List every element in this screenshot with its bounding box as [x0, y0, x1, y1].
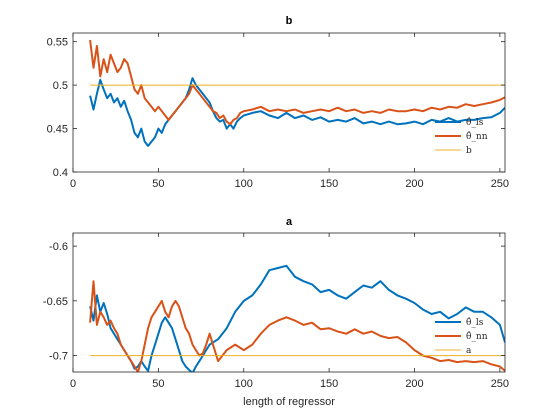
- x-tick-label: 50: [152, 378, 164, 390]
- legend: θ̂_ls θ̂_nnb: [435, 117, 488, 156]
- panel-title: b: [286, 15, 293, 27]
- series-line-1: [89, 280, 505, 372]
- x-tick-label: 250: [491, 378, 509, 390]
- x-tick-label: 100: [235, 178, 253, 190]
- panel-title: a: [286, 216, 293, 228]
- y-tick-label: 0.4: [53, 167, 68, 179]
- legend-label-1: θ̂_nn: [466, 131, 488, 142]
- legend-label-0: θ̂_ls: [466, 117, 484, 128]
- axes-frame: [72, 32, 506, 173]
- series-layer: [89, 39, 505, 147]
- legend: θ̂_ls θ̂_nna: [435, 317, 488, 356]
- x-tick-label: 0: [70, 178, 76, 190]
- legend-label-2: a: [466, 346, 472, 356]
- series-layer: [89, 264, 505, 372]
- x-tick-label: 50: [152, 178, 164, 190]
- y-tick-label: -0.65: [43, 296, 68, 308]
- x-axis-label: length of regressor: [243, 396, 335, 408]
- x-tick-label: 150: [320, 378, 338, 390]
- series-line-0: [89, 77, 505, 147]
- y-ticks: 0.4 0.45 0.5 0.55: [47, 37, 505, 179]
- x-tick-label: 250: [491, 178, 509, 190]
- x-tick-label: 150: [320, 178, 338, 190]
- plot-area: [73, 33, 505, 172]
- legend-label-2: b: [466, 146, 472, 156]
- y-ticks: -0.6 -0.65 -0.7: [43, 241, 505, 363]
- y-tick-label: -0.6: [49, 241, 68, 253]
- legend-label-0: θ̂_ls: [466, 317, 484, 328]
- plot-area: [73, 233, 505, 372]
- panel-b: b 0 50 100 150 200 250 0.40.450.50.55 θ̂_lsθ̂…: [47, 15, 509, 190]
- y-tick-label: -0.7: [49, 351, 68, 363]
- axes-frame: [72, 232, 506, 373]
- panel-a: a 0 50 100 150 200 250 -0.6-0.65-0.7 θ̂_lsθ̂_…: [43, 216, 509, 408]
- x-tick-label: 0: [70, 378, 76, 390]
- x-ticks: 0 50 100 150 200 250: [70, 33, 509, 190]
- y-tick-label: 0.45: [47, 124, 68, 136]
- legend-label-1: θ̂_nn: [466, 331, 488, 342]
- x-ticks: 0 50 100 150 200 250: [70, 233, 509, 390]
- y-tick-label: 0.55: [47, 37, 68, 49]
- x-tick-label: 100: [235, 378, 253, 390]
- x-tick-label: 200: [405, 378, 423, 390]
- x-tick-label: 200: [405, 178, 423, 190]
- y-tick-label: 0.5: [53, 80, 68, 92]
